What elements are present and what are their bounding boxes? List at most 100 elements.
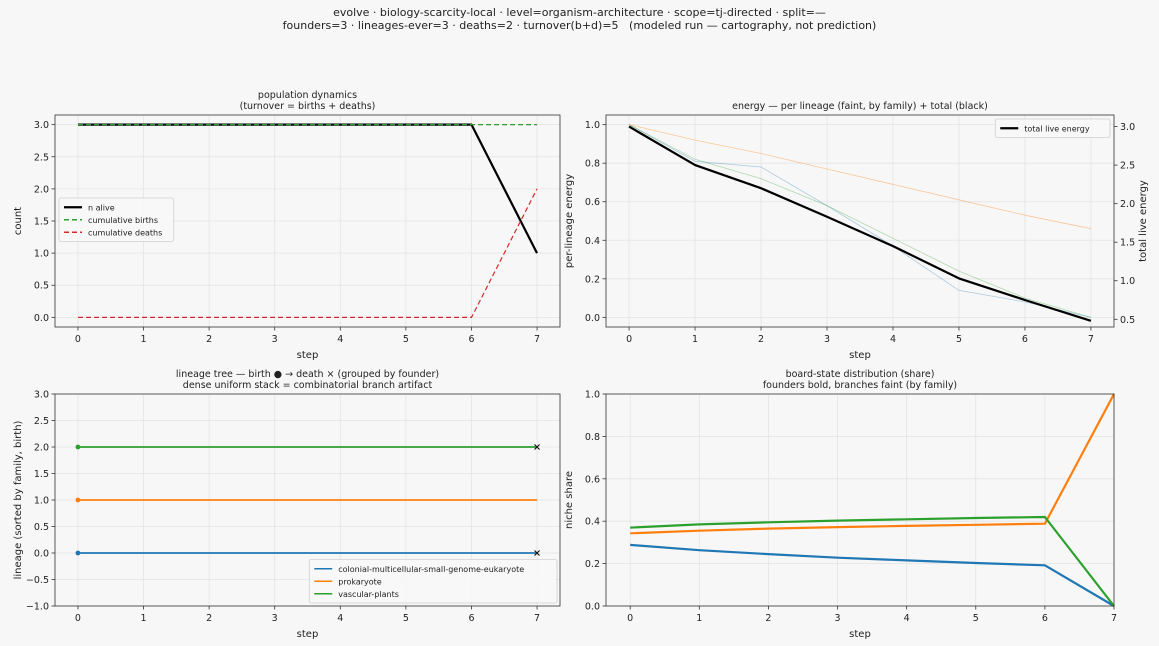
series-line bbox=[628, 124, 1092, 318]
series-line bbox=[628, 125, 1092, 322]
series-line bbox=[629, 124, 1091, 230]
x-tick-label: 7 bbox=[534, 613, 540, 624]
x-tick-label: 7 bbox=[534, 334, 540, 345]
y-right-tick-label: 1.5 bbox=[1120, 238, 1135, 249]
x-tick-label: 2 bbox=[206, 334, 212, 345]
x-tick-label: 4 bbox=[337, 613, 343, 624]
x-axis-label: step bbox=[849, 350, 871, 361]
x-tick-label: 5 bbox=[973, 613, 979, 624]
legend-label: vascular-plants bbox=[338, 590, 399, 599]
y-tick-label: 2.5 bbox=[34, 152, 49, 163]
chart-title: energy — per lineage (faint, by family) … bbox=[732, 101, 988, 112]
y-tick-label: 0.0 bbox=[585, 313, 600, 324]
birth-marker bbox=[75, 550, 81, 556]
y-tick-label: 2.0 bbox=[34, 184, 49, 195]
x-tick-label: 3 bbox=[272, 613, 278, 624]
pop-chart: 0 1 2 3 4 5 6 7 0.0 0.5 1.0 1.5 2.0 2.5 3.0 step count po… bbox=[13, 90, 561, 361]
y-tick-label: 0.5 bbox=[34, 522, 49, 533]
y-tick-label: 0.6 bbox=[585, 197, 600, 208]
chart-subtitle: founders bold, branches faint (by family… bbox=[763, 380, 957, 391]
birth-marker bbox=[75, 497, 81, 503]
y-axis-label: count bbox=[13, 207, 24, 235]
figure-suptitle: evolve · biology-scarcity-local · level=… bbox=[0, 6, 1159, 32]
plot-area bbox=[606, 394, 1114, 606]
series-line bbox=[630, 543, 1115, 607]
legend-label: total live energy bbox=[1024, 124, 1090, 133]
x-tick-label: 6 bbox=[1022, 334, 1028, 345]
chart-title: board-state distribution (share) bbox=[786, 369, 935, 380]
y-tick-label: 0.0 bbox=[34, 549, 49, 560]
y-tick-label: 0.5 bbox=[34, 281, 49, 292]
legend-box bbox=[994, 118, 1111, 138]
x-tick-label: 2 bbox=[206, 613, 212, 624]
x-tick-label: 5 bbox=[403, 334, 409, 345]
y-axis-label: lineage (sorted by family, birth) bbox=[13, 420, 24, 579]
legend-label: colonial-multicellular-small-genome-euka… bbox=[338, 565, 524, 574]
legend-label: n alive bbox=[88, 203, 115, 212]
x-tick-label: 4 bbox=[890, 334, 896, 345]
x-tick-label: 6 bbox=[468, 334, 474, 345]
y-tick-label: 0.8 bbox=[585, 159, 600, 170]
x-tick-label: 5 bbox=[956, 334, 962, 345]
series-line bbox=[630, 515, 1115, 607]
x-tick-label: 7 bbox=[1111, 613, 1117, 624]
y-tick-label: 1.0 bbox=[34, 496, 49, 507]
share-chart: 0 1 2 3 4 5 6 7 0.0 0.2 0.4 0.6 0.8 1.0 step niche shar… bbox=[564, 369, 1117, 640]
legend-box bbox=[58, 197, 175, 242]
chart-title: lineage tree — birth ● → death × (groupe… bbox=[176, 369, 439, 380]
legend-box bbox=[308, 559, 558, 604]
series-line bbox=[78, 188, 538, 318]
y-tick-label: 1.5 bbox=[34, 217, 49, 228]
chart-title: population dynamics bbox=[258, 90, 357, 101]
y-tick-label: 1.0 bbox=[585, 120, 600, 131]
x-tick-label: 6 bbox=[468, 613, 474, 624]
suptitle-line-2: founders=3 · lineages-ever=3 · deaths=2 … bbox=[282, 19, 877, 32]
y-tick-label: 0.0 bbox=[585, 602, 600, 613]
x-tick-label: 1 bbox=[141, 613, 147, 624]
y-tick-label: 0.0 bbox=[34, 313, 49, 324]
y-right-tick-label: 0.5 bbox=[1120, 315, 1135, 326]
legend-label: cumulative births bbox=[88, 216, 158, 225]
y-tick-label: 2.0 bbox=[34, 443, 49, 454]
y-tick-label: 1.0 bbox=[585, 390, 600, 401]
y-right-tick-label: 2.0 bbox=[1120, 199, 1135, 210]
x-tick-label: 5 bbox=[403, 613, 409, 624]
y-right-tick-label: 1.0 bbox=[1120, 276, 1135, 287]
legend: colonial-multicellular-small-genome-euka… bbox=[308, 559, 558, 604]
x-tick-label: 3 bbox=[272, 334, 278, 345]
legend-label: cumulative deaths bbox=[88, 228, 162, 237]
plot-frame bbox=[605, 114, 1115, 328]
legend: total live energy bbox=[994, 118, 1111, 138]
y-axis-label: per-lineage energy bbox=[564, 174, 575, 268]
x-tick-label: 0 bbox=[75, 334, 81, 345]
x-tick-label: 2 bbox=[765, 613, 771, 624]
chart-subtitle: dense uniform stack = combinatorial bran… bbox=[183, 380, 433, 391]
x-axis-label: step bbox=[849, 629, 871, 640]
x-tick-label: 0 bbox=[627, 613, 633, 624]
series-line bbox=[628, 124, 1091, 318]
y-tick-label: 2.5 bbox=[34, 416, 49, 427]
legend: n alive cumulative births cumulative death… bbox=[58, 197, 175, 242]
x-tick-label: 2 bbox=[758, 334, 764, 345]
y-tick-label: −0.5 bbox=[26, 575, 49, 586]
y-tick-label: 3.0 bbox=[34, 390, 49, 401]
y-tick-label: 0.4 bbox=[585, 236, 600, 247]
suptitle-line-1: evolve · biology-scarcity-local · level=… bbox=[333, 6, 826, 19]
legend-label: prokaryote bbox=[338, 577, 382, 586]
x-tick-label: 1 bbox=[692, 334, 698, 345]
x-tick-label: 3 bbox=[835, 613, 841, 624]
x-tick-label: 0 bbox=[75, 613, 81, 624]
y-tick-label: 0.6 bbox=[585, 474, 600, 485]
x-tick-label: 1 bbox=[696, 613, 702, 624]
death-marker bbox=[534, 444, 540, 450]
y-tick-label: 0.4 bbox=[585, 517, 600, 528]
x-axis-label: step bbox=[297, 350, 319, 361]
chart-subtitle: (turnover = births + deaths) bbox=[240, 101, 376, 112]
x-axis-label: step bbox=[297, 629, 319, 640]
x-tick-label: 1 bbox=[141, 334, 147, 345]
y-tick-label: 0.2 bbox=[585, 559, 600, 570]
series-line bbox=[630, 393, 1115, 535]
plot-area bbox=[606, 115, 1114, 327]
x-tick-label: 4 bbox=[904, 613, 910, 624]
